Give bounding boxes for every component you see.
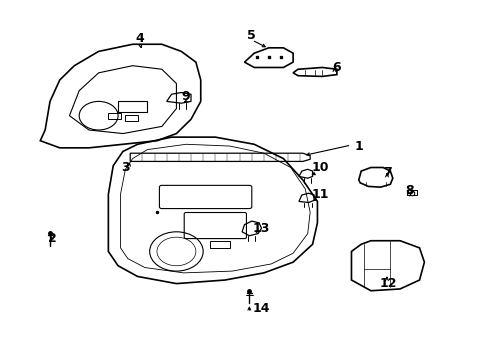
Text: 13: 13 xyxy=(252,222,270,235)
Text: 8: 8 xyxy=(405,184,413,197)
Bar xyxy=(108,113,120,119)
Bar xyxy=(407,190,416,195)
Text: 6: 6 xyxy=(332,61,341,74)
Text: 4: 4 xyxy=(135,32,144,45)
Text: 2: 2 xyxy=(48,233,57,246)
Text: 10: 10 xyxy=(310,161,328,174)
Text: 3: 3 xyxy=(121,161,129,174)
Text: 7: 7 xyxy=(383,166,391,179)
Bar xyxy=(210,241,229,248)
Text: 14: 14 xyxy=(252,302,270,315)
Text: 1: 1 xyxy=(354,140,363,153)
Text: 11: 11 xyxy=(310,188,328,201)
Text: 5: 5 xyxy=(247,29,256,42)
Text: 9: 9 xyxy=(182,90,190,103)
Text: 12: 12 xyxy=(378,277,396,290)
Bar xyxy=(125,114,137,121)
